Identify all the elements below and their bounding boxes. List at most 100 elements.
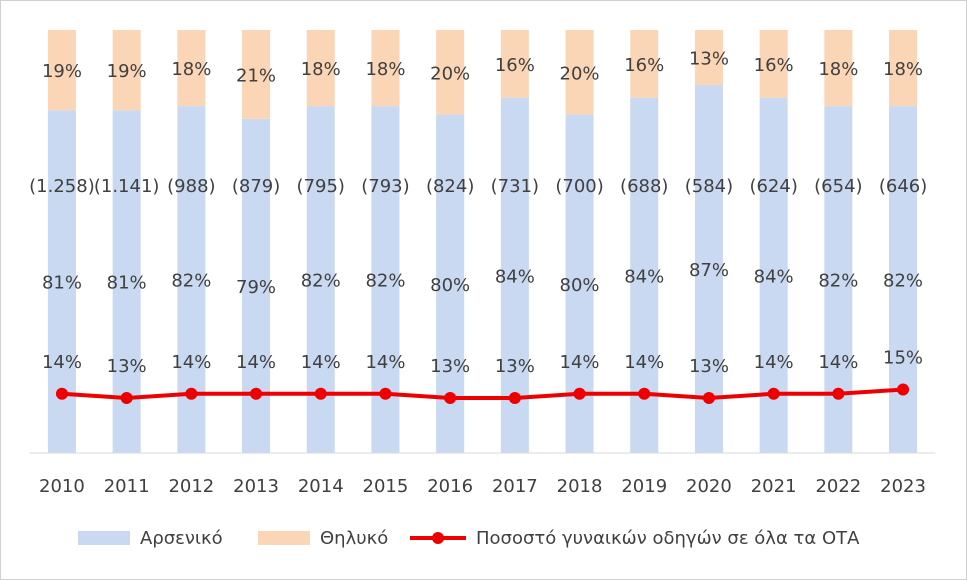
total-label: (731) <box>491 176 539 197</box>
line-marker <box>444 392 457 405</box>
bar-segment <box>889 30 918 107</box>
data-label: 13% <box>107 356 147 377</box>
total-label: (824) <box>426 176 474 197</box>
data-label: 79% <box>236 277 276 298</box>
data-label: 82% <box>301 271 341 292</box>
line-marker <box>379 387 392 400</box>
data-label: 81% <box>42 273 82 294</box>
x-tick-label: 2015 <box>363 476 409 497</box>
total-label: (584) <box>685 176 733 197</box>
data-label: 87% <box>689 260 729 281</box>
data-label: 14% <box>624 352 664 373</box>
x-tick-label: 2011 <box>104 476 150 497</box>
legend-label: Θηλυκό <box>320 528 388 549</box>
data-label: 14% <box>42 352 82 373</box>
data-label: 16% <box>495 55 535 76</box>
line-marker <box>120 392 133 405</box>
x-tick-label: 2020 <box>686 476 732 497</box>
x-tick-label: 2010 <box>39 476 85 497</box>
data-label: 80% <box>430 275 470 296</box>
total-label: (988) <box>167 176 215 197</box>
line-marker <box>832 387 845 400</box>
data-label: 84% <box>495 266 535 287</box>
x-tick-label: 2014 <box>298 476 344 497</box>
x-tick-label: 2019 <box>621 476 667 497</box>
bar-segment <box>694 84 723 454</box>
line-marker <box>185 387 198 400</box>
data-label: 18% <box>883 59 923 80</box>
total-label: (879) <box>232 176 280 197</box>
total-label: (646) <box>879 176 927 197</box>
data-label: 14% <box>301 352 341 373</box>
line-marker <box>897 383 910 396</box>
data-label: 16% <box>754 55 794 76</box>
data-label: 82% <box>171 271 211 292</box>
line <box>61 387 904 401</box>
data-label: 80% <box>560 275 600 296</box>
data-label: 15% <box>883 348 923 369</box>
data-label: 84% <box>754 266 794 287</box>
bar-segment <box>242 30 271 119</box>
total-label: (688) <box>620 176 668 197</box>
bar-segment <box>112 30 141 111</box>
data-label: 20% <box>430 63 470 84</box>
data-label: 14% <box>365 352 405 373</box>
total-label: (793) <box>361 176 409 197</box>
x-tick-label: 2022 <box>815 476 861 497</box>
data-label: 81% <box>107 273 147 294</box>
data-label: 13% <box>689 356 729 377</box>
data-label: 13% <box>689 48 729 69</box>
bar-segment <box>436 30 465 115</box>
bar-segment <box>47 30 76 111</box>
data-label: 82% <box>818 271 858 292</box>
bar-segment <box>824 30 853 107</box>
line-marker <box>508 392 521 405</box>
data-label: 13% <box>495 356 535 377</box>
data-label: 18% <box>171 59 211 80</box>
x-tick-label: 2017 <box>492 476 538 497</box>
data-label: 82% <box>365 271 405 292</box>
legend-label: Ποσοστό γυναικών οδηγών σε όλα τα ΟΤΑ <box>476 528 860 549</box>
bar-segment <box>630 30 659 98</box>
x-tick-label: 2012 <box>168 476 214 497</box>
data-label: 16% <box>624 55 664 76</box>
legend-swatch <box>258 531 310 545</box>
x-tick-label: 2013 <box>233 476 279 497</box>
legend-swatch <box>78 531 130 545</box>
data-label: 21% <box>236 65 276 86</box>
total-label: (654) <box>814 176 862 197</box>
x-tick-label: 2016 <box>427 476 473 497</box>
data-label: 14% <box>818 352 858 373</box>
total-label: (624) <box>749 176 797 197</box>
line-marker <box>314 387 327 400</box>
data-label: 13% <box>430 356 470 377</box>
bar-segment <box>177 30 206 107</box>
bar-segment <box>500 30 529 98</box>
data-label: 19% <box>107 61 147 82</box>
bar-segment <box>306 30 335 107</box>
data-label: 14% <box>754 352 794 373</box>
line-marker <box>573 387 586 400</box>
data-label: 82% <box>883 271 923 292</box>
line-marker <box>250 387 263 400</box>
data-label: 84% <box>624 266 664 287</box>
line-marker <box>702 392 715 405</box>
total-label: (700) <box>555 176 603 197</box>
bar-segment <box>565 30 594 115</box>
data-label: 18% <box>818 59 858 80</box>
data-label: 20% <box>560 63 600 84</box>
legend-label: Αρσενικό <box>140 528 223 549</box>
data-label: 14% <box>560 352 600 373</box>
data-label: 14% <box>236 352 276 373</box>
data-label: 18% <box>301 59 341 80</box>
data-label: 19% <box>42 61 82 82</box>
line-marker <box>638 387 651 400</box>
bar-segment <box>694 30 723 85</box>
bar-segment <box>371 30 400 107</box>
total-label: (795) <box>297 176 345 197</box>
data-label: 14% <box>171 352 211 373</box>
data-label: 18% <box>365 59 405 80</box>
line-marker <box>55 387 68 400</box>
